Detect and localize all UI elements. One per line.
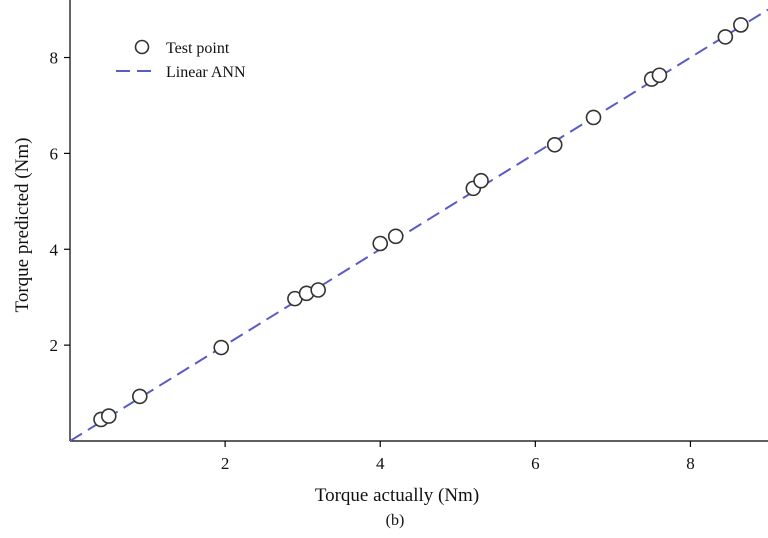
legend-marker-test-point: [136, 41, 149, 54]
test-point: [718, 30, 732, 44]
legend-label-test-point: Test point: [166, 40, 230, 57]
test-point: [587, 110, 601, 124]
test-point: [389, 229, 403, 243]
test-point: [214, 341, 228, 355]
test-point: [311, 283, 325, 297]
y-tick-label: 4: [50, 240, 59, 259]
y-tick-label: 2: [50, 336, 59, 355]
test-point: [373, 237, 387, 251]
y-tick-label: 8: [50, 49, 59, 68]
y-axis-title: Torque predicted (Nm): [12, 138, 33, 313]
x-axis-title: Torque actually (Nm): [315, 485, 479, 506]
x-tick-label: 2: [221, 454, 230, 473]
figure-caption: (b): [386, 512, 405, 529]
test-point: [652, 68, 666, 82]
legend-label-linear-ann: Linear ANN: [166, 64, 246, 81]
x-tick-label: 6: [531, 454, 540, 473]
test-point: [548, 138, 562, 152]
x-tick-label: 4: [376, 454, 385, 473]
legend: Test point Linear ANN: [116, 40, 246, 81]
x-tick-label: 8: [686, 454, 695, 473]
y-tick-label: 6: [50, 144, 59, 163]
test-point: [133, 389, 147, 403]
test-point: [474, 174, 488, 188]
test-point: [102, 409, 116, 423]
test-point: [734, 18, 748, 32]
